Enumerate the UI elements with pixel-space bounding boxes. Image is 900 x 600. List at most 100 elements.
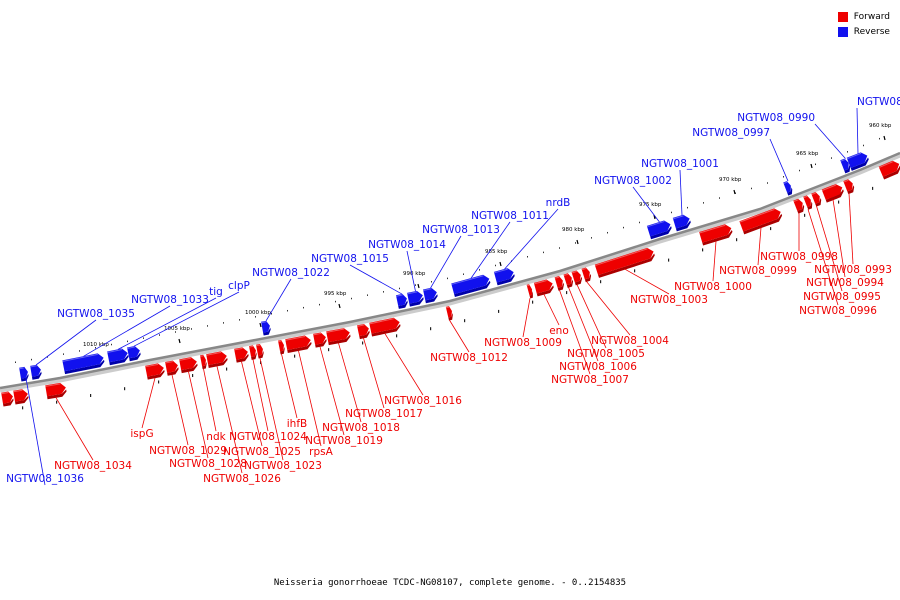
gene-arrow-unlabeled-2[interactable] — [13, 388, 29, 405]
gene-arrow-NGTW08_0995[interactable] — [811, 191, 823, 207]
gene-label-NGTW08_1012[interactable]: NGTW08_1012 — [430, 352, 508, 364]
gene-arrow-NGTW08_1002[interactable] — [646, 219, 673, 240]
gene-label-NGTW08_0989[interactable]: NGTW08_0989 — [857, 96, 900, 108]
gene-arrow-NGTW08_1026[interactable] — [206, 350, 228, 368]
gene-arrow-NGTW08_1034[interactable] — [45, 382, 67, 400]
gene-label-NGTW08_0990[interactable]: NGTW08_0990 — [737, 112, 815, 124]
gene-label-ispG[interactable]: ispG — [130, 428, 153, 440]
gene-label-NGTW08_1007[interactable]: NGTW08_1007 — [551, 374, 629, 386]
gene-label-NGTW08_1024[interactable]: NGTW08_1024 — [229, 431, 307, 443]
gene-label-NGTW08_1014[interactable]: NGTW08_1014 — [368, 239, 446, 251]
gene-arrow-unlabeled-3[interactable] — [1, 391, 14, 407]
gene-label-NGTW08_1015[interactable]: NGTW08_1015 — [311, 253, 389, 265]
gene-arrow-clpP[interactable] — [127, 345, 142, 362]
gene-arrow-NGTW08_1018[interactable] — [326, 327, 351, 346]
gene-label-NGTW08_1026[interactable]: NGTW08_1026 — [203, 473, 281, 485]
gene-label-NGTW08_1009[interactable]: NGTW08_1009 — [484, 337, 562, 349]
gene-arrow-NGTW08_1004[interactable] — [581, 267, 592, 283]
gene-label-NGTW08_1019[interactable]: NGTW08_1019 — [305, 435, 383, 447]
gene-arrow-NGTW08_0993[interactable] — [843, 178, 856, 195]
gene-label-NGTW08_0996[interactable]: NGTW08_0996 — [799, 305, 877, 317]
gene-arrow-NGTW08_1028[interactable] — [179, 356, 198, 374]
gene-arrow-NGTW08_0996[interactable] — [803, 195, 814, 210]
gene-label-NGTW08_1025[interactable]: NGTW08_1025 — [223, 446, 301, 458]
gene-arrow-ndk[interactable] — [200, 354, 208, 370]
gene-arrow-NGTW08_1013[interactable] — [423, 287, 439, 304]
gene-arrow-NGTW08_1025[interactable] — [234, 346, 249, 363]
gene-label-NGTW08_1028[interactable]: NGTW08_1028 — [169, 458, 247, 470]
gene-label-NGTW08_1034[interactable]: NGTW08_1034 — [54, 460, 132, 472]
gene-label-NGTW08_1017[interactable]: NGTW08_1017 — [345, 408, 423, 420]
gene-label-NGTW08_1013[interactable]: NGTW08_1013 — [422, 224, 500, 236]
gene-arrow-ispG[interactable] — [145, 362, 165, 380]
gene-label-nrdB[interactable]: nrdB — [546, 197, 571, 209]
gene-label-NGTW08_1003[interactable]: NGTW08_1003 — [630, 294, 708, 306]
scale-dot — [479, 269, 480, 271]
gene-label-NGTW08_1018[interactable]: NGTW08_1018 — [322, 422, 400, 434]
gene-arrow-NGTW08_1012[interactable] — [445, 306, 454, 321]
gene-label-NGTW08_0993[interactable]: NGTW08_0993 — [814, 264, 892, 276]
gene-label-NGTW08_1022[interactable]: NGTW08_1022 — [252, 267, 330, 279]
gene-arrow-NGTW08_1000[interactable] — [699, 223, 734, 246]
gene-arrow-NGTW08_1003[interactable] — [594, 246, 656, 278]
gene-arrow-NGTW08_1016[interactable] — [369, 317, 401, 337]
gene-label-rpsA[interactable]: rpsA — [309, 446, 333, 458]
gene-label-NGTW08_1016[interactable]: NGTW08_1016 — [384, 395, 462, 407]
gene-arrow-NGTW08_1006[interactable] — [563, 272, 574, 288]
gene-label-NGTW08_1036[interactable]: NGTW08_1036 — [6, 473, 84, 485]
gene-arrow-NGTW08_1017[interactable] — [356, 323, 371, 340]
gene-arrow-NGTW08_0994[interactable] — [821, 182, 846, 203]
gene-arrow-ihfB[interactable] — [278, 339, 286, 355]
gene-label-NGTW08_0999[interactable]: NGTW08_0999 — [719, 265, 797, 277]
gene-label-NGTW08_1005[interactable]: NGTW08_1005 — [567, 348, 645, 360]
gene-label-NGTW08_1001[interactable]: NGTW08_1001 — [641, 158, 719, 170]
gene-arrow-NGTW08_1024[interactable] — [249, 345, 258, 360]
gene-arrow-NGTW08_1007[interactable] — [554, 275, 566, 291]
scale-dot — [447, 277, 448, 280]
gene-arrow-NGTW08_0999[interactable] — [739, 207, 783, 235]
gene-arrow-NGTW08_0998[interactable] — [793, 198, 806, 214]
gene-body — [127, 345, 140, 359]
gene-label-NGTW08_1011[interactable]: NGTW08_1011 — [471, 210, 549, 222]
gene-label-NGTW08_1006[interactable]: NGTW08_1006 — [559, 361, 637, 373]
gene-arrow-NGTW08_0990[interactable] — [840, 158, 852, 174]
gene-arrow-NGTW08_0997[interactable] — [783, 180, 794, 196]
gene-arrow-tig[interactable] — [107, 348, 129, 366]
gene-label-NGTW08_1035[interactable]: NGTW08_1035 — [57, 308, 135, 320]
gene-label-ihfB[interactable]: ihfB — [287, 418, 307, 430]
gene-arrow-unlabeled-0[interactable] — [878, 159, 900, 180]
minor-tick — [192, 374, 194, 378]
gene-arrow-NGTW08_1015[interactable] — [395, 293, 409, 309]
gene-arrow-NGTW08_1022[interactable] — [261, 320, 271, 336]
gene-arrow-NGTW08_1033[interactable] — [62, 352, 105, 375]
gene-label-NGTW08_0995[interactable]: NGTW08_0995 — [803, 291, 881, 303]
gene-label-NGTW08_1004[interactable]: NGTW08_1004 — [591, 335, 669, 347]
gene-arrow-NGTW08_1035[interactable] — [30, 364, 42, 380]
gene-arrow-NGTW08_1029[interactable] — [165, 360, 179, 376]
gene-arrow-eno[interactable] — [533, 278, 555, 297]
gene-arrow-NGTW08_1005[interactable] — [571, 270, 584, 286]
scale-label: 960 kbp — [869, 123, 892, 129]
gene-label-ndk[interactable]: ndk — [206, 431, 226, 443]
gene-arrow-NGTW08_0989[interactable] — [846, 151, 871, 171]
minor-tick — [600, 280, 602, 284]
gene-label-NGTW08_1000[interactable]: NGTW08_1000 — [674, 281, 752, 293]
gene-label-NGTW08_1029[interactable]: NGTW08_1029 — [149, 445, 227, 457]
gene-arrow-rpsA[interactable] — [285, 335, 312, 353]
gene-arrow-NGTW08_1009[interactable] — [526, 284, 535, 299]
gene-label-NGTW08_0997[interactable]: NGTW08_0997 — [692, 127, 770, 139]
gene-arrow-nrdB[interactable] — [493, 267, 516, 286]
gene-arrow-NGTW08_1023[interactable] — [256, 344, 265, 359]
gene-label-NGTW08_0998[interactable]: NGTW08_0998 — [760, 251, 838, 263]
gene-label-eno[interactable]: eno — [549, 325, 569, 337]
gene-label-NGTW08_1023[interactable]: NGTW08_1023 — [244, 460, 322, 472]
gene-label-tig[interactable]: tig — [209, 286, 223, 298]
gene-label-NGTW08_0994[interactable]: NGTW08_0994 — [806, 277, 884, 289]
gene-arrow-NGTW08_1014[interactable] — [407, 290, 425, 307]
gene-label-NGTW08_1033[interactable]: NGTW08_1033 — [131, 294, 209, 306]
gene-arrow-NGTW08_1019[interactable] — [313, 332, 327, 348]
gene-label-clpP[interactable]: clpP — [228, 280, 250, 292]
gene-label-NGTW08_1002[interactable]: NGTW08_1002 — [594, 175, 672, 187]
gene-arrow-NGTW08_1001[interactable] — [672, 213, 692, 232]
gene-arrow-NGTW08_1011[interactable] — [451, 273, 491, 297]
